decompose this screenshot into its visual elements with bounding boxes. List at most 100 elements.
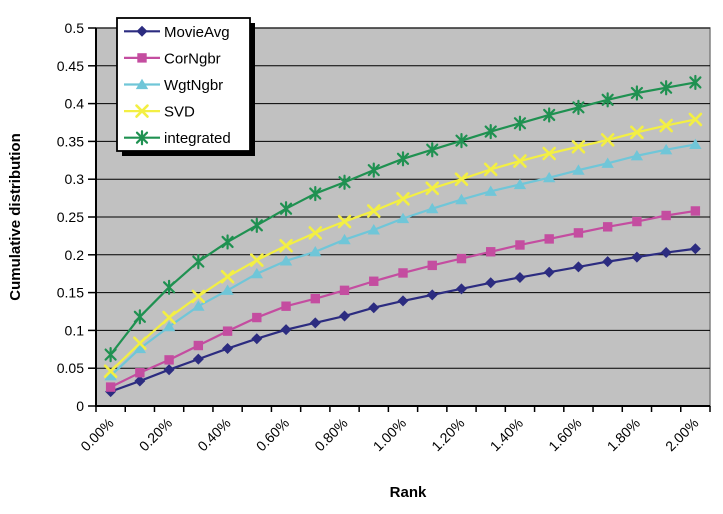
triangle-marker-icon [659, 143, 673, 155]
x-tick-label: 0.60% [253, 415, 292, 454]
diamond-marker-icon [485, 277, 497, 289]
series-marker [483, 162, 498, 177]
series-marker [426, 142, 439, 158]
diamond-marker-icon [397, 295, 409, 307]
series-marker [600, 133, 615, 147]
series-marker [601, 92, 614, 108]
diamond-marker-icon [689, 243, 701, 255]
series-marker [309, 317, 321, 329]
asterisk-marker-icon [396, 151, 410, 167]
y-axis: 0 0.05 0.1 0.15 0.2 0.25 0.3 0.35 0.4 0.45 0.5 [57, 20, 96, 414]
diamond-marker-icon [309, 317, 321, 329]
diamond-marker-icon [572, 261, 584, 273]
diamond-marker-icon [339, 310, 351, 322]
diamond-marker-icon [222, 343, 234, 355]
triangle-marker-icon [250, 267, 264, 279]
asterisk-marker-icon [426, 142, 439, 158]
x-marker-icon [250, 253, 264, 267]
series-marker [660, 247, 672, 259]
series-marker [133, 336, 147, 351]
series-marker [134, 375, 146, 387]
series-marker [543, 107, 556, 123]
series-marker [427, 260, 437, 271]
square-marker-icon [135, 368, 145, 378]
x-tick-label: 1.40% [487, 415, 526, 454]
series-marker [602, 256, 614, 268]
series-marker [454, 172, 469, 186]
diamond-marker-icon [368, 302, 380, 314]
triangle-marker-icon [572, 164, 585, 175]
series-marker [514, 271, 526, 283]
series-wgtngbr [104, 138, 702, 381]
series-marker [250, 253, 264, 267]
series-marker [279, 238, 293, 253]
series-marker [572, 261, 584, 273]
square-marker-icon [661, 210, 671, 221]
series-marker [544, 234, 554, 244]
series-marker [222, 326, 233, 336]
series-marker [164, 355, 174, 365]
square-marker-icon [222, 326, 233, 336]
series-marker [572, 99, 585, 115]
series-marker [601, 157, 614, 168]
legend-item-wgtngbr: WgtNgbr [124, 77, 223, 94]
y-tick-label: 0.15 [57, 285, 84, 301]
x-marker-icon [454, 172, 469, 186]
series-marker [250, 217, 263, 233]
asterisk-marker-icon [192, 254, 205, 270]
y-tick-label: 0.3 [65, 171, 85, 187]
triangle-marker-icon [309, 245, 322, 257]
x-marker-icon [133, 336, 147, 351]
series-marker [163, 364, 175, 376]
series-marker [368, 302, 380, 314]
x-marker-icon [483, 162, 498, 177]
series-marker [338, 233, 351, 245]
legend-item-label: SVD [164, 104, 195, 121]
series-marker [192, 254, 205, 270]
asterisk-marker-icon [309, 185, 322, 202]
diamond-marker-icon [631, 251, 643, 263]
x-marker-icon [659, 118, 673, 133]
x-tick-label: 0.40% [194, 415, 233, 454]
diamond-marker-icon [134, 375, 146, 387]
y-tick-label: 0.2 [65, 247, 85, 263]
series-marker [310, 293, 320, 304]
x-marker-icon [103, 364, 118, 379]
square-marker-icon [369, 276, 379, 286]
asterisk-marker-icon [162, 279, 176, 295]
square-marker-icon [105, 382, 116, 392]
series-marker [339, 310, 351, 322]
x-marker-icon [630, 125, 644, 140]
asterisk-marker-icon [367, 162, 380, 178]
square-marker-icon [281, 301, 291, 311]
asterisk-marker-icon [279, 201, 293, 217]
triangle-marker-icon [133, 342, 147, 354]
triangle-marker-icon [542, 171, 556, 183]
series-marker [542, 146, 556, 161]
asterisk-marker-icon [601, 92, 614, 108]
series-marker [630, 85, 644, 101]
series-marker [630, 149, 644, 161]
y-tick-label: 0.45 [57, 58, 84, 74]
series-marker [630, 125, 644, 140]
series-marker [542, 171, 556, 183]
x-marker-icon [308, 226, 323, 240]
asterisk-marker-icon [135, 130, 149, 146]
y-tick-label: 0 [76, 398, 84, 414]
y-tick-label: 0.4 [65, 96, 85, 112]
asterisk-marker-icon [572, 99, 585, 115]
x-axis: 0.00% 0.20% 0.40% 0.60% 0.80% 1.00% 1.20% 1.40%… [77, 406, 711, 454]
x-marker-icon [688, 112, 703, 127]
triangle-marker-icon [135, 78, 149, 90]
series-marker [133, 342, 147, 354]
series-marker [631, 251, 643, 263]
diamond-marker-icon [660, 247, 672, 259]
series-marker [309, 185, 322, 202]
asterisk-marker-icon [250, 217, 263, 233]
series-marker [425, 181, 440, 196]
diamond-marker-icon [426, 289, 438, 301]
asterisk-marker-icon [543, 107, 556, 123]
series-marker [660, 80, 673, 96]
diamond-marker-icon [514, 271, 526, 283]
